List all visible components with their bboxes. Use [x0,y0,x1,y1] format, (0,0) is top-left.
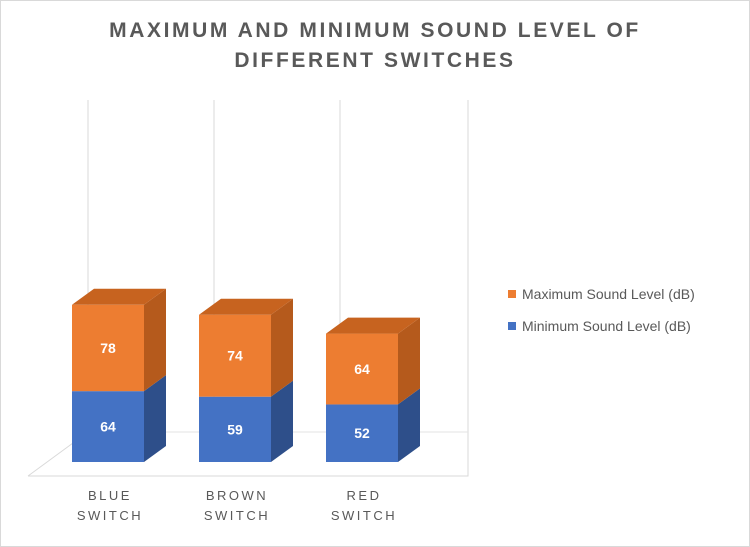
data-label-min: 59 [227,421,243,437]
bar-min-side [398,388,420,462]
bar-stack-1 [72,288,166,462]
legend-swatch-minimum [508,322,516,330]
legend-item-maximum: Maximum Sound Level (dB) [508,284,695,304]
bar-max-front [199,314,271,397]
data-label-min: 52 [354,425,370,441]
chart-title: MAXIMUM AND MINIMUM SOUND LEVEL OF DIFFE… [0,16,750,76]
bar-max-side [144,288,166,392]
bar-max-side [398,317,420,405]
category-label: RED SWITCH [330,488,398,523]
floor-base [28,460,468,476]
bar-stack-2 [199,298,293,462]
chart-legend: Maximum Sound Level (dB) Minimum Sound L… [508,284,695,348]
data-label-min: 64 [100,419,116,435]
chart-title-line-2: DIFFERENT SWITCHES [234,49,516,72]
bar-max-side [271,298,293,397]
bar-stack-3 [326,317,420,462]
legend-label-minimum: Minimum Sound Level (dB) [522,318,691,334]
bar-max-top [72,288,166,305]
bar-min-side [144,375,166,462]
data-label-max: 78 [100,340,116,356]
bar-min-front [72,391,144,462]
bar-min-front [326,404,398,462]
category-label: BLUE SWITCH [76,488,144,523]
bar-min-front [199,396,271,462]
legend-swatch-maximum [508,290,516,298]
bar-max-front [326,333,398,405]
bars [72,288,420,462]
data-label-max: 74 [227,348,243,364]
data-label-max: 64 [354,361,370,377]
bar-min-side [271,380,293,462]
bar-max-top [326,317,420,334]
legend-label-maximum: Maximum Sound Level (dB) [522,286,695,302]
chart-title-line-1: MAXIMUM AND MINIMUM SOUND LEVEL OF [109,19,641,42]
category-label: BROWN SWITCH [203,488,271,523]
bar-max-top [199,298,293,315]
bar-max-front [72,304,144,392]
data-labels: 64 78 59 74 52 64 [100,340,370,441]
legend-item-minimum: Minimum Sound Level (dB) [508,316,695,336]
